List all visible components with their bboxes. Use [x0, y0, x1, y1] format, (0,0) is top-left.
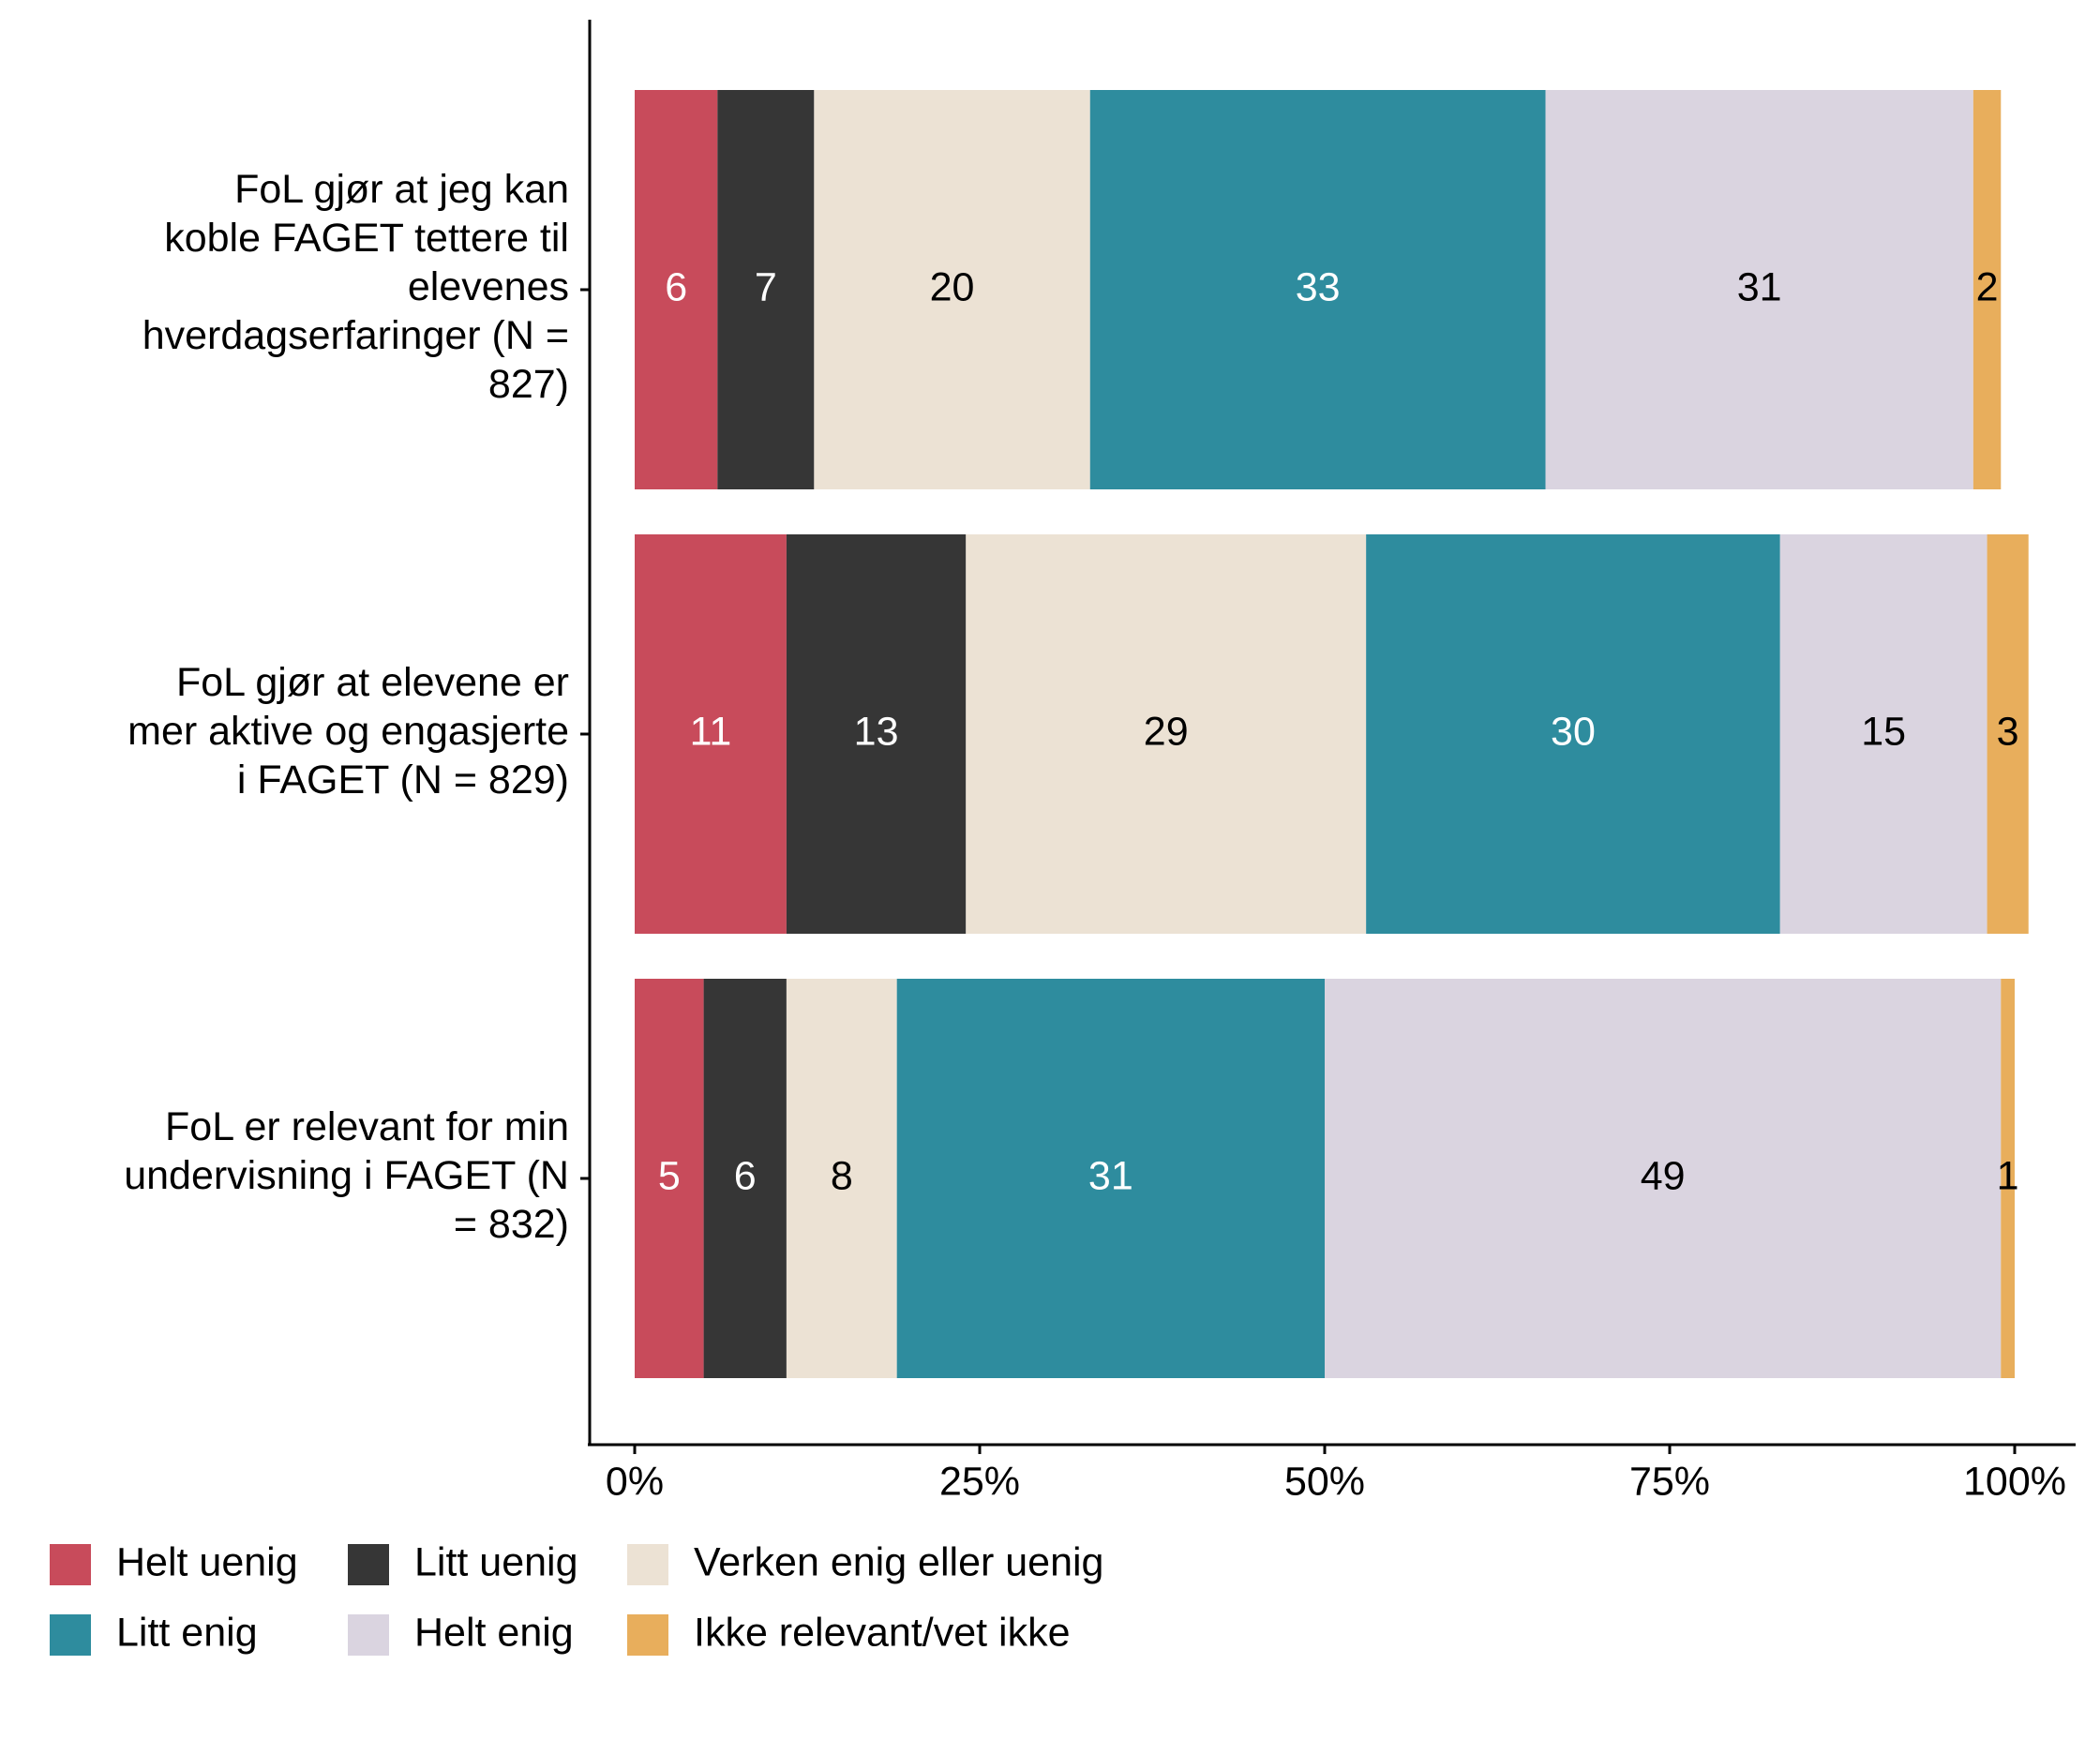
value-label: 7: [755, 264, 777, 309]
bar-segment: [1972, 90, 2002, 489]
legend-swatch: [50, 1544, 91, 1585]
bar-segment: [814, 90, 1090, 489]
value-label: 30: [1551, 709, 1596, 754]
value-label: 15: [1861, 709, 1906, 754]
x-tick-label: 50%: [1284, 1459, 1365, 1504]
value-label: 6: [665, 264, 687, 309]
bar-segment: [1366, 534, 1780, 934]
legend-label: Helt enig: [414, 1610, 574, 1655]
y-tick-label: FoL gjør at elevene er mer aktive og enga…: [128, 660, 569, 802]
value-label: 31: [1088, 1153, 1133, 1198]
legend-swatch: [348, 1544, 389, 1585]
bar-segment: [1545, 90, 1973, 489]
bar-segment: [1325, 979, 2002, 1378]
x-tick-label: 25%: [939, 1459, 1020, 1504]
legend-swatch: [627, 1614, 668, 1656]
legend-label: Helt uenig: [116, 1539, 298, 1584]
value-label: 11: [690, 709, 732, 754]
value-label: 31: [1737, 264, 1782, 309]
legend-label: Litt uenig: [414, 1539, 578, 1584]
value-label: 2: [1976, 264, 1999, 309]
x-tick-label: 75%: [1629, 1459, 1710, 1504]
legend-label: Ikke relevant/vet ikke: [694, 1610, 1071, 1655]
value-label: 3: [1997, 709, 2019, 754]
value-label: 1: [1997, 1153, 2019, 1198]
value-label: 49: [1641, 1153, 1686, 1198]
y-tick-label: FoL gjør at jeg kan koble FAGET tettere t…: [142, 167, 569, 407]
value-label: 29: [1144, 709, 1189, 754]
legend-label: Litt enig: [116, 1610, 258, 1655]
value-label: 33: [1296, 264, 1341, 309]
bar-segment: [896, 979, 1325, 1378]
bar-segment: [2001, 979, 2015, 1378]
legend-swatch: [50, 1614, 91, 1656]
value-label: 20: [930, 264, 975, 309]
bar-segment: [635, 534, 787, 934]
legend-swatch: [627, 1544, 668, 1585]
bar-segment: [1779, 534, 1988, 934]
x-tick-label: 100%: [1963, 1459, 2066, 1504]
value-label: 8: [831, 1153, 853, 1198]
value-label: 6: [734, 1153, 757, 1198]
bar-segment: [786, 979, 897, 1378]
legend-label: Verken enig eller uenig: [694, 1539, 1103, 1584]
bar-segment: [786, 534, 967, 934]
bar-segment: [635, 90, 718, 489]
legend-swatch: [348, 1614, 389, 1656]
x-tick-label: 0%: [606, 1459, 664, 1504]
value-label: 5: [658, 1153, 681, 1198]
value-label: 13: [854, 709, 899, 754]
bar-segment: [717, 90, 815, 489]
bar-segment: [635, 979, 704, 1378]
bar-segment: [1089, 90, 1546, 489]
bar-segment: [703, 979, 787, 1378]
bar-segment: [966, 534, 1367, 934]
bar-segment: [1987, 534, 2029, 934]
y-tick-label: FoL er relevant for min undervisning i FA…: [124, 1104, 569, 1247]
